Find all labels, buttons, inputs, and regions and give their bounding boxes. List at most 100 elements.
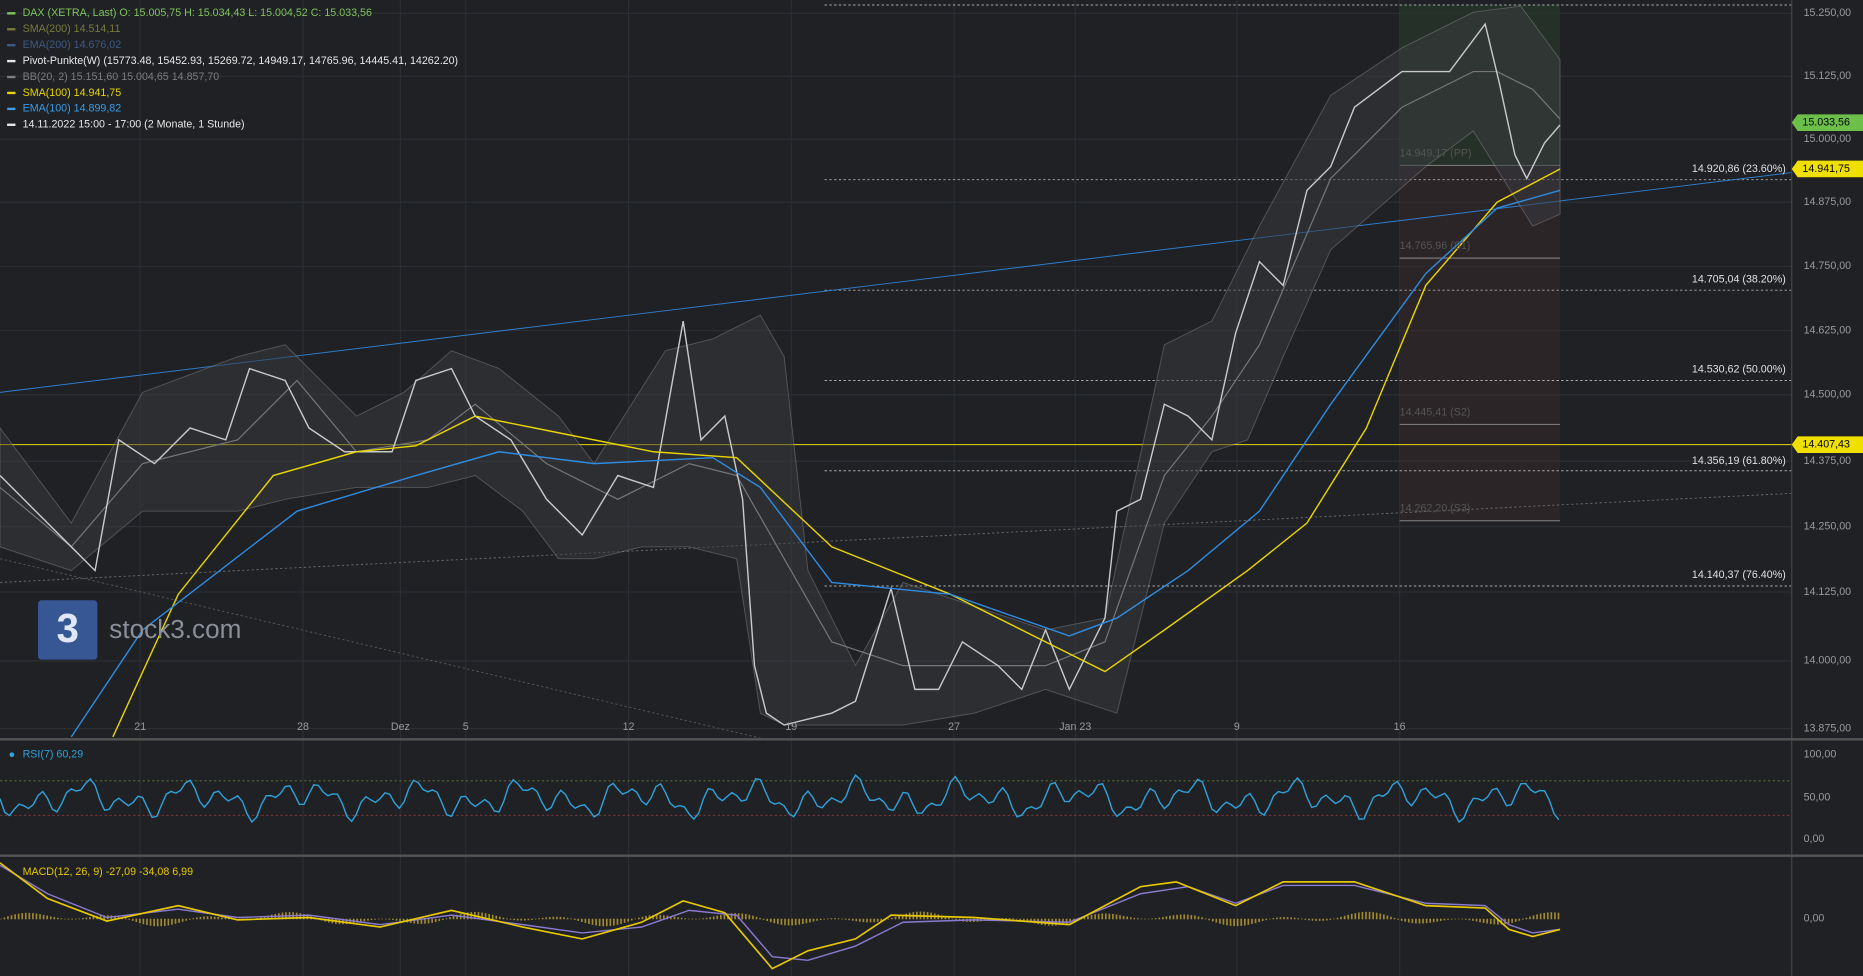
macd-bar xyxy=(0,918,2,920)
macd-bar xyxy=(456,914,458,920)
macd-bar xyxy=(541,917,544,920)
macd-bar xyxy=(741,913,744,920)
macd-bar xyxy=(1283,917,1285,920)
macd-bar xyxy=(434,918,437,923)
macd-bar xyxy=(531,918,533,920)
macd-bar xyxy=(395,918,398,921)
macd-bar xyxy=(449,917,451,920)
macd-bar xyxy=(1158,917,1161,920)
price-tag xyxy=(1791,160,1863,178)
macd-line xyxy=(0,862,1561,970)
macd-bar xyxy=(1522,918,1524,920)
macd-bar xyxy=(655,914,658,920)
macd-bar xyxy=(452,915,455,920)
macd-bar xyxy=(680,917,683,920)
macd-bar xyxy=(1475,918,1478,922)
macd-bar xyxy=(588,918,590,924)
macd-bar xyxy=(709,917,711,920)
macd-bar xyxy=(424,918,426,924)
macd-bar xyxy=(1550,912,1553,920)
macd-bar xyxy=(563,917,565,920)
macd-bar xyxy=(1365,911,1367,920)
macd-bar xyxy=(466,912,469,920)
macd-bar xyxy=(139,918,141,924)
macd-bar xyxy=(1022,918,1025,921)
macd-bar xyxy=(402,918,405,922)
macd-bar xyxy=(417,918,419,924)
macd-bar xyxy=(1297,918,1300,920)
macd-bar xyxy=(705,917,708,920)
macd-bar xyxy=(484,913,487,920)
macd-bar xyxy=(534,918,537,920)
time-tick-label: 27 xyxy=(948,721,960,733)
macd-bar xyxy=(163,918,166,927)
macd-bar xyxy=(752,915,754,920)
macd-bar xyxy=(1368,911,1371,920)
price-tag-label: 15.033,56 xyxy=(1802,116,1850,128)
macd-bar xyxy=(1386,915,1389,920)
macd-bar xyxy=(1350,913,1353,920)
macd-bar xyxy=(1097,913,1100,920)
macd-bar xyxy=(1293,917,1296,920)
macd-bar xyxy=(1115,914,1118,920)
legend-swatch xyxy=(7,91,16,95)
macd-bar xyxy=(552,916,555,920)
macd-bar xyxy=(1083,917,1086,920)
macd-bar xyxy=(1440,918,1442,921)
macd-bar xyxy=(224,917,227,920)
macd-bar xyxy=(1190,914,1193,920)
legend-swatch xyxy=(7,43,16,47)
fibonacci-label: 14.530,62 (50.00%) xyxy=(1692,364,1786,376)
macd-bar xyxy=(85,917,88,920)
pivot-label: 14.445,41 (S2) xyxy=(1400,406,1471,418)
macd-bar xyxy=(798,918,801,925)
macd-bar xyxy=(734,913,736,920)
macd-bar xyxy=(1447,918,1449,920)
pivot-label: 14.949,17 (PP) xyxy=(1400,147,1472,159)
macd-bar xyxy=(388,918,391,920)
macd-bar xyxy=(684,918,687,920)
macd-bar xyxy=(1236,918,1239,927)
macd-bar xyxy=(1554,912,1556,920)
macd-bar xyxy=(1411,918,1414,924)
macd-bar xyxy=(1489,918,1492,925)
macd-bar xyxy=(1161,916,1164,920)
macd-bar xyxy=(1101,913,1104,920)
macd-bar xyxy=(427,918,430,924)
legend-swatch xyxy=(7,123,16,126)
macd-bar xyxy=(1372,912,1374,920)
macd-bar xyxy=(695,918,697,920)
macd-bar xyxy=(1026,918,1029,922)
macd-bar xyxy=(1514,918,1517,922)
macd-bar xyxy=(1497,918,1499,925)
macd-bar xyxy=(556,916,558,920)
macd-bar xyxy=(1186,914,1189,920)
macd-bar xyxy=(627,918,630,922)
rsi-legend-swatch xyxy=(9,752,15,758)
macd-bar xyxy=(1208,918,1210,921)
macd-bar xyxy=(28,912,31,920)
macd-bar xyxy=(263,916,266,920)
macd-bar xyxy=(167,918,170,926)
macd-bar xyxy=(1536,914,1538,920)
macd-bar xyxy=(894,916,897,920)
price-tick-label: 15.000,00 xyxy=(1804,133,1852,145)
macd-bar xyxy=(1404,918,1407,922)
macd-bar xyxy=(716,915,719,920)
macd-bar xyxy=(171,918,173,925)
time-tick-label: 5 xyxy=(463,721,469,733)
macd-bar xyxy=(723,914,726,920)
macd-bar xyxy=(377,918,380,920)
macd-bar xyxy=(691,918,694,920)
pivot-label: 14.765,96 (S1) xyxy=(1400,240,1471,252)
macd-bar xyxy=(1165,916,1168,920)
pivot-label: 14.262,20 (S3) xyxy=(1400,503,1471,515)
macd-bar xyxy=(3,917,6,920)
macd-bar xyxy=(702,918,704,920)
macd-bar xyxy=(1008,918,1011,920)
macd-bar xyxy=(1133,917,1136,920)
bollinger-middle xyxy=(0,70,1561,667)
macd-bar xyxy=(1340,916,1342,920)
watermark-logo xyxy=(38,600,98,660)
macd-bar xyxy=(1358,912,1360,920)
